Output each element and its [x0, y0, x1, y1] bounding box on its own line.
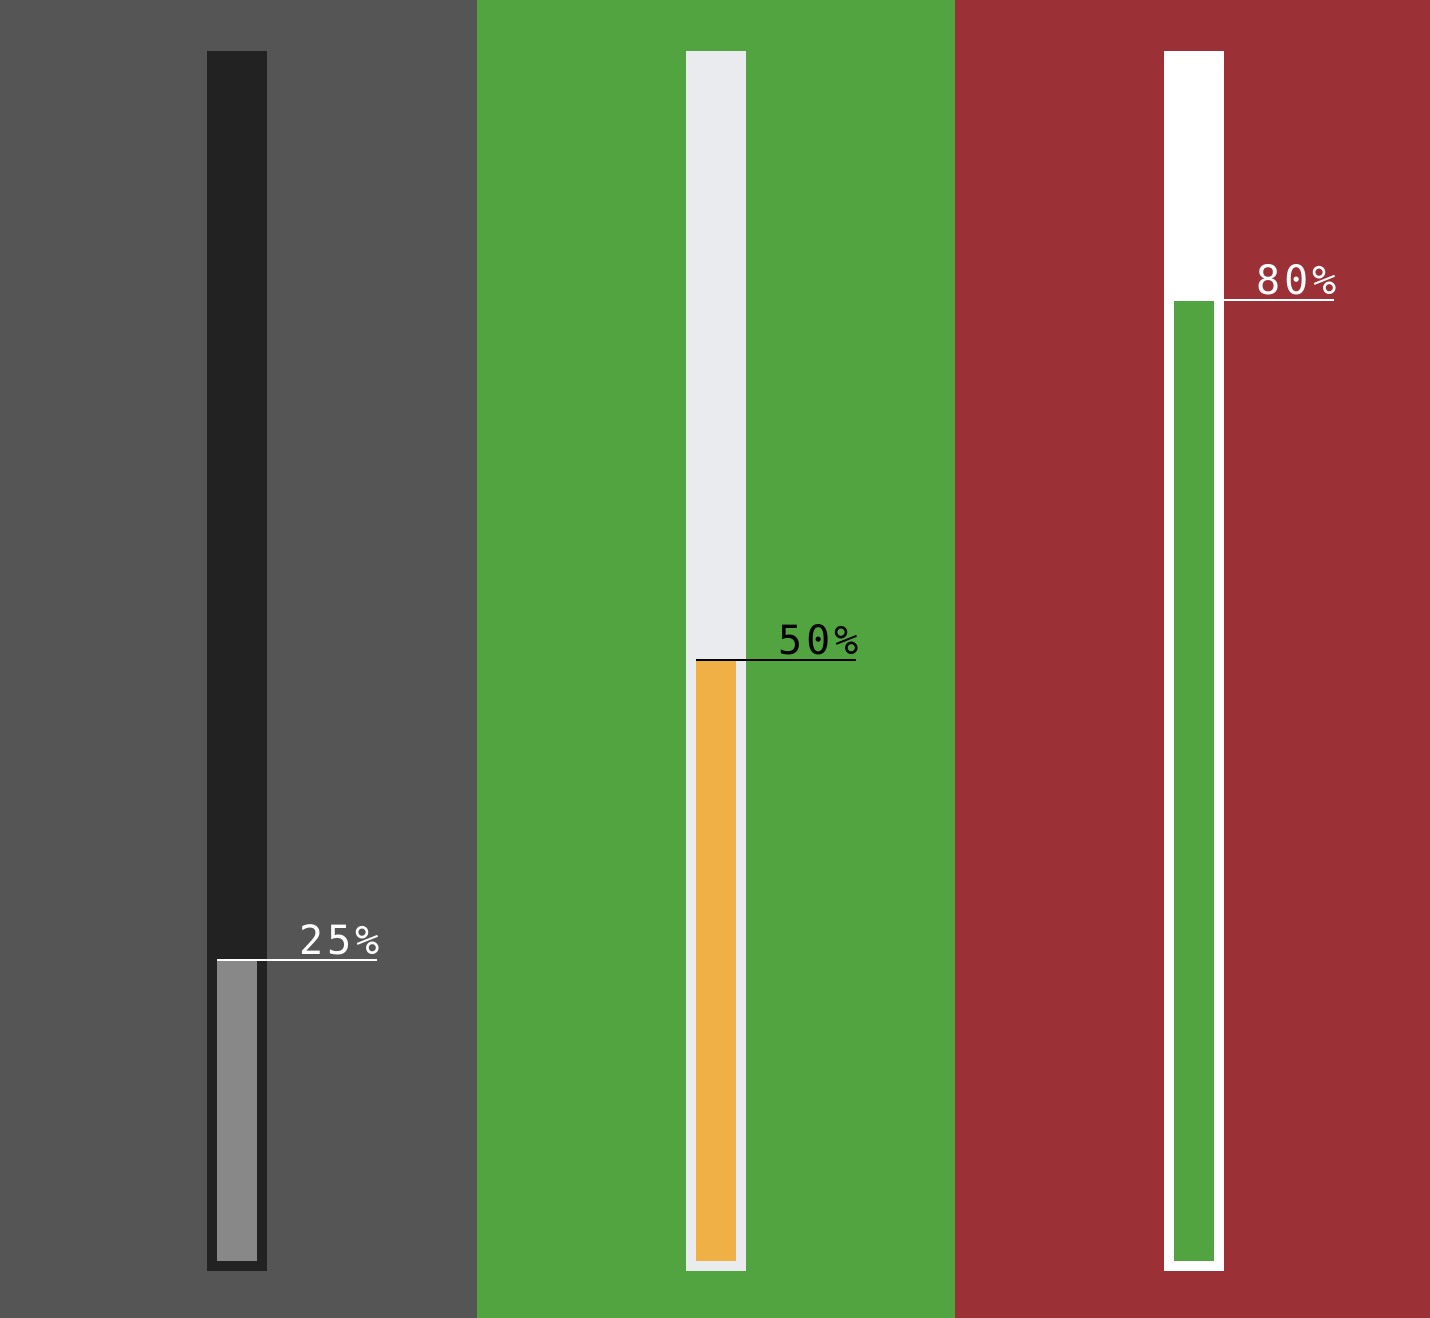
gauge-track [207, 51, 267, 1271]
percentage-label: 80% [1256, 258, 1341, 304]
level-marker-line [217, 959, 377, 961]
gauge-fill [1174, 301, 1214, 1261]
gauge-fill [696, 661, 736, 1261]
gauge-panel: 80% [955, 0, 1430, 1318]
gauge-track [686, 51, 746, 1271]
level-marker-line [696, 659, 856, 661]
level-marker-line [1224, 299, 1334, 301]
gauge-panel: 25% [0, 0, 477, 1318]
percentage-label: 25% [299, 918, 384, 964]
gauge-fill [217, 961, 257, 1261]
percentage-label: 50% [778, 618, 863, 664]
gauge-track [1164, 51, 1224, 1271]
gauge-panel: 50% [477, 0, 955, 1318]
